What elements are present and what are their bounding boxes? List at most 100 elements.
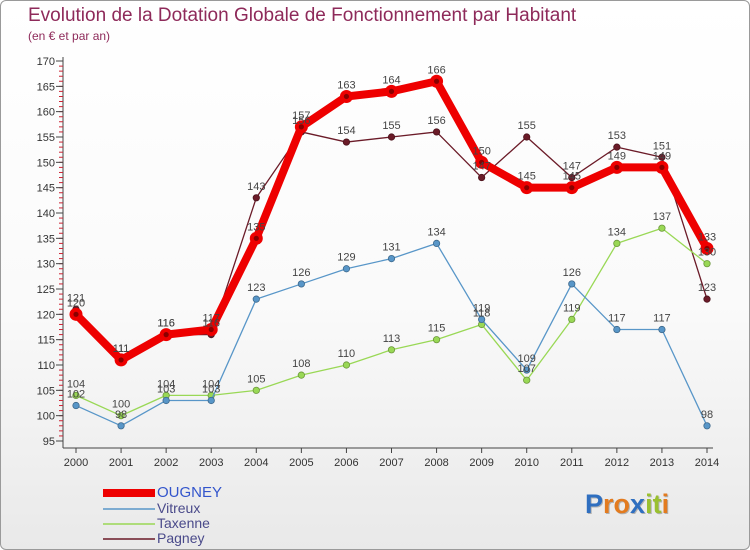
x-tick-label: 2008 [424, 457, 448, 469]
data-point-center-ougney [388, 88, 395, 94]
data-label-vitreux: 117 [608, 313, 626, 325]
data-label-taxenne: 107 [518, 363, 536, 375]
data-label-pagney: 116 [202, 318, 220, 330]
y-tick-label: 170 [37, 56, 55, 68]
data-point-center-ougney [569, 185, 575, 191]
data-point-taxenne [297, 371, 305, 379]
y-tick-label: 115 [37, 335, 55, 347]
legend-label-taxenne: Taxenne [157, 515, 210, 531]
data-point-vitreux [117, 422, 125, 430]
data-point-vitreux [297, 280, 305, 288]
data-point-pagney [252, 194, 260, 202]
logo-letter: i [661, 489, 670, 519]
x-tick-label: 2012 [605, 457, 629, 469]
data-label-pagney: 155 [518, 120, 536, 132]
x-tick-label: 2007 [379, 457, 403, 469]
data-point-taxenne [658, 224, 666, 232]
data-label-pagney: 121 [67, 292, 85, 304]
data-label-ougney: 145 [563, 171, 581, 183]
data-point-center-ougney [479, 159, 485, 165]
data-label-vitreux: 109 [518, 353, 536, 365]
data-point-vitreux [72, 401, 80, 410]
logo-letter: x [630, 489, 646, 519]
data-point-pagney [658, 153, 666, 161]
x-tick-label: 2013 [650, 457, 674, 469]
data-label-ougney: 157 [292, 110, 310, 122]
data-label-vitreux: 131 [382, 242, 400, 254]
y-tick-label: 155 [37, 132, 55, 144]
data-label-vitreux: 126 [563, 267, 581, 279]
logo-letter: o [613, 489, 631, 519]
y-tick-label: 150 [37, 157, 55, 169]
logo-letter: i [645, 489, 653, 519]
data-label-pagney: 147 [472, 161, 490, 173]
data-point-pagney [432, 128, 441, 136]
data-label-pagney: 123 [698, 282, 716, 294]
data-point-taxenne [432, 336, 441, 344]
data-point-vitreux [207, 396, 215, 405]
data-point-center-ougney [433, 78, 440, 84]
data-point-center-ougney [253, 235, 259, 241]
data-point-taxenne [342, 361, 351, 369]
data-label-ougney: 111 [113, 343, 130, 355]
data-label-vitreux: 98 [115, 409, 127, 421]
data-label-ougney: 116 [157, 318, 175, 330]
x-tick-label: 2006 [334, 457, 358, 469]
data-point-center-ougney [524, 185, 530, 191]
data-label-ougney: 120 [67, 297, 85, 309]
y-tick-label: 130 [37, 259, 55, 271]
x-tick-label: 2004 [244, 457, 268, 469]
data-label-vitreux: 123 [247, 282, 265, 294]
data-label-pagney: 154 [337, 125, 355, 137]
data-label-ougney: 149 [608, 150, 626, 162]
data-label-ougney: 133 [698, 231, 716, 243]
logo-letter: t [652, 489, 662, 519]
data-point-taxenne [252, 386, 260, 394]
data-point-vitreux [387, 255, 396, 263]
data-point-center-ougney [659, 164, 665, 170]
chart-title: Evolution de la Dotation Globale de Fonc… [28, 5, 577, 26]
data-label-vitreux: 126 [292, 267, 310, 279]
data-label-ougney: 166 [427, 64, 445, 76]
data-label-pagney: 147 [563, 161, 581, 173]
data-point-vitreux [162, 396, 170, 405]
data-label-ougney: 149 [653, 150, 671, 162]
data-label-vitreux: 119 [473, 302, 491, 314]
data-point-vitreux [252, 295, 260, 303]
data-point-pagney [478, 173, 486, 182]
y-tick-label: 105 [37, 385, 55, 397]
y-tick-label: 165 [37, 81, 55, 93]
x-tick-label: 2011 [560, 457, 584, 469]
data-label-taxenne: 134 [608, 226, 626, 238]
data-point-vitreux [703, 422, 711, 430]
data-point-taxenne [523, 376, 531, 384]
x-tick-label: 2010 [514, 457, 538, 469]
y-tick-label: 160 [37, 107, 55, 119]
y-tick-label: 100 [37, 411, 55, 423]
y-tick-label: 145 [37, 183, 55, 195]
data-label-taxenne: 115 [428, 323, 446, 335]
data-point-center-ougney [704, 245, 710, 252]
data-point-pagney [523, 133, 531, 141]
x-tick-label: 2003 [199, 457, 223, 469]
data-label-vitreux: 129 [337, 252, 355, 264]
data-label-ougney: 117 [202, 313, 220, 325]
x-tick-label: 2000 [64, 457, 88, 469]
data-label-pagney: 151 [653, 140, 671, 152]
data-point-center-ougney [73, 311, 79, 317]
data-point-vitreux [342, 265, 351, 273]
data-point-pagney [342, 138, 351, 146]
data-label-pagney: 153 [608, 130, 626, 142]
logo-letter: P [585, 489, 604, 519]
data-point-taxenne [613, 239, 621, 247]
x-tick-label: 2014 [695, 457, 719, 469]
data-point-taxenne [703, 260, 711, 268]
data-label-pagney: 111 [113, 343, 130, 355]
data-point-vitreux [658, 325, 666, 334]
legend-label-vitreux: Vitreux [157, 500, 201, 516]
data-point-center-ougney [118, 357, 124, 363]
x-tick-label: 2005 [289, 457, 313, 469]
data-label-vitreux: 103 [202, 383, 220, 395]
data-point-center-ougney [298, 124, 304, 130]
data-point-taxenne [568, 315, 576, 323]
